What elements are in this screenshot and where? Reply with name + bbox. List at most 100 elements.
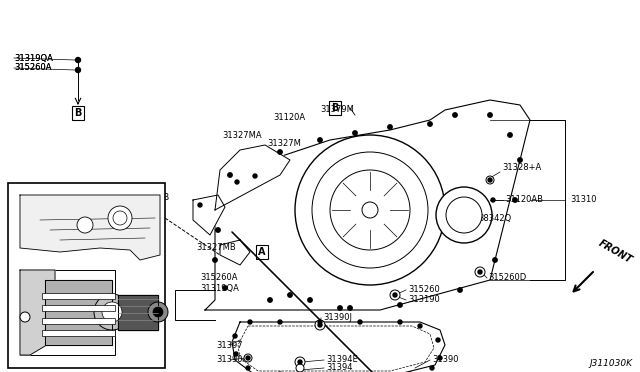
Circle shape <box>436 338 440 342</box>
Circle shape <box>486 176 494 184</box>
Circle shape <box>278 150 282 154</box>
Circle shape <box>58 205 61 208</box>
Text: A: A <box>259 247 266 257</box>
Circle shape <box>253 174 257 178</box>
Circle shape <box>453 113 457 117</box>
Circle shape <box>38 208 42 212</box>
Text: 31726Q: 31726Q <box>118 305 151 314</box>
Circle shape <box>308 298 312 302</box>
Circle shape <box>268 298 272 302</box>
Polygon shape <box>205 100 530 310</box>
Circle shape <box>94 294 130 330</box>
Circle shape <box>491 198 495 202</box>
Circle shape <box>428 122 432 126</box>
Text: 315260: 315260 <box>408 285 440 295</box>
Circle shape <box>295 357 305 367</box>
Text: 31327MA: 31327MA <box>222 131 262 140</box>
Text: 31397: 31397 <box>216 340 243 350</box>
Circle shape <box>475 267 485 277</box>
Circle shape <box>398 320 402 324</box>
Circle shape <box>23 315 27 319</box>
Text: J311030K: J311030K <box>589 359 632 368</box>
Text: 31394E: 31394E <box>326 356 358 365</box>
Circle shape <box>278 320 282 324</box>
Circle shape <box>295 135 445 285</box>
Circle shape <box>430 366 434 370</box>
Circle shape <box>362 202 378 218</box>
Text: 315260C: 315260C <box>50 346 88 355</box>
Circle shape <box>216 228 220 232</box>
Circle shape <box>418 324 422 328</box>
Text: B: B <box>74 108 82 118</box>
Circle shape <box>318 320 322 324</box>
Polygon shape <box>193 195 225 235</box>
Text: 31120B: 31120B <box>138 193 170 202</box>
Circle shape <box>436 187 492 243</box>
Circle shape <box>198 203 202 207</box>
Polygon shape <box>232 322 445 372</box>
Text: 315260D: 315260D <box>488 273 526 282</box>
Text: 313190: 313190 <box>408 295 440 305</box>
Bar <box>42 318 115 324</box>
Circle shape <box>234 352 238 356</box>
Circle shape <box>288 293 292 297</box>
Circle shape <box>233 334 237 338</box>
Circle shape <box>246 366 250 370</box>
Circle shape <box>330 170 410 250</box>
Text: B: B <box>332 103 339 113</box>
Bar <box>42 293 115 299</box>
Circle shape <box>298 360 302 364</box>
Circle shape <box>244 354 252 362</box>
Text: 31390A: 31390A <box>216 356 248 365</box>
Polygon shape <box>20 270 115 355</box>
Text: 31120AB: 31120AB <box>505 196 543 205</box>
Text: 31327M: 31327M <box>267 138 301 148</box>
Circle shape <box>76 58 81 62</box>
Circle shape <box>488 113 492 117</box>
Circle shape <box>88 201 92 203</box>
Circle shape <box>318 138 322 142</box>
Circle shape <box>438 356 442 360</box>
Text: 38342Q: 38342Q <box>478 214 511 222</box>
Circle shape <box>113 211 127 225</box>
Circle shape <box>478 270 482 274</box>
Circle shape <box>488 178 492 182</box>
Circle shape <box>246 356 250 360</box>
Circle shape <box>296 364 304 372</box>
Circle shape <box>388 125 392 129</box>
Polygon shape <box>20 195 160 260</box>
Text: 31319QA: 31319QA <box>14 54 53 62</box>
Circle shape <box>102 302 122 322</box>
Text: FRONT: FRONT <box>597 238 634 265</box>
Circle shape <box>353 131 357 135</box>
Circle shape <box>513 198 517 202</box>
Polygon shape <box>215 145 290 210</box>
Circle shape <box>348 306 352 310</box>
Text: 31390J: 31390J <box>323 314 352 323</box>
Circle shape <box>493 258 497 262</box>
Polygon shape <box>220 240 250 265</box>
Circle shape <box>77 217 93 233</box>
Text: 31379M: 31379M <box>320 106 354 115</box>
Circle shape <box>338 306 342 310</box>
Text: 31120A: 31120A <box>273 113 305 122</box>
Bar <box>8 183 165 368</box>
Text: 31319QA: 31319QA <box>14 54 53 62</box>
Circle shape <box>212 258 217 262</box>
Circle shape <box>148 302 168 322</box>
Circle shape <box>228 173 232 177</box>
Bar <box>42 305 115 311</box>
Text: 31328+A: 31328+A <box>502 164 541 173</box>
Circle shape <box>318 323 322 327</box>
Circle shape <box>108 206 132 230</box>
Text: 31123A: 31123A <box>12 317 44 327</box>
Circle shape <box>154 203 157 206</box>
Text: 31394: 31394 <box>326 363 353 372</box>
Text: 315260A: 315260A <box>200 273 237 282</box>
Circle shape <box>315 320 325 330</box>
Circle shape <box>129 199 131 202</box>
Circle shape <box>248 320 252 324</box>
Bar <box>42 330 115 336</box>
Polygon shape <box>45 280 112 345</box>
Circle shape <box>235 180 239 184</box>
